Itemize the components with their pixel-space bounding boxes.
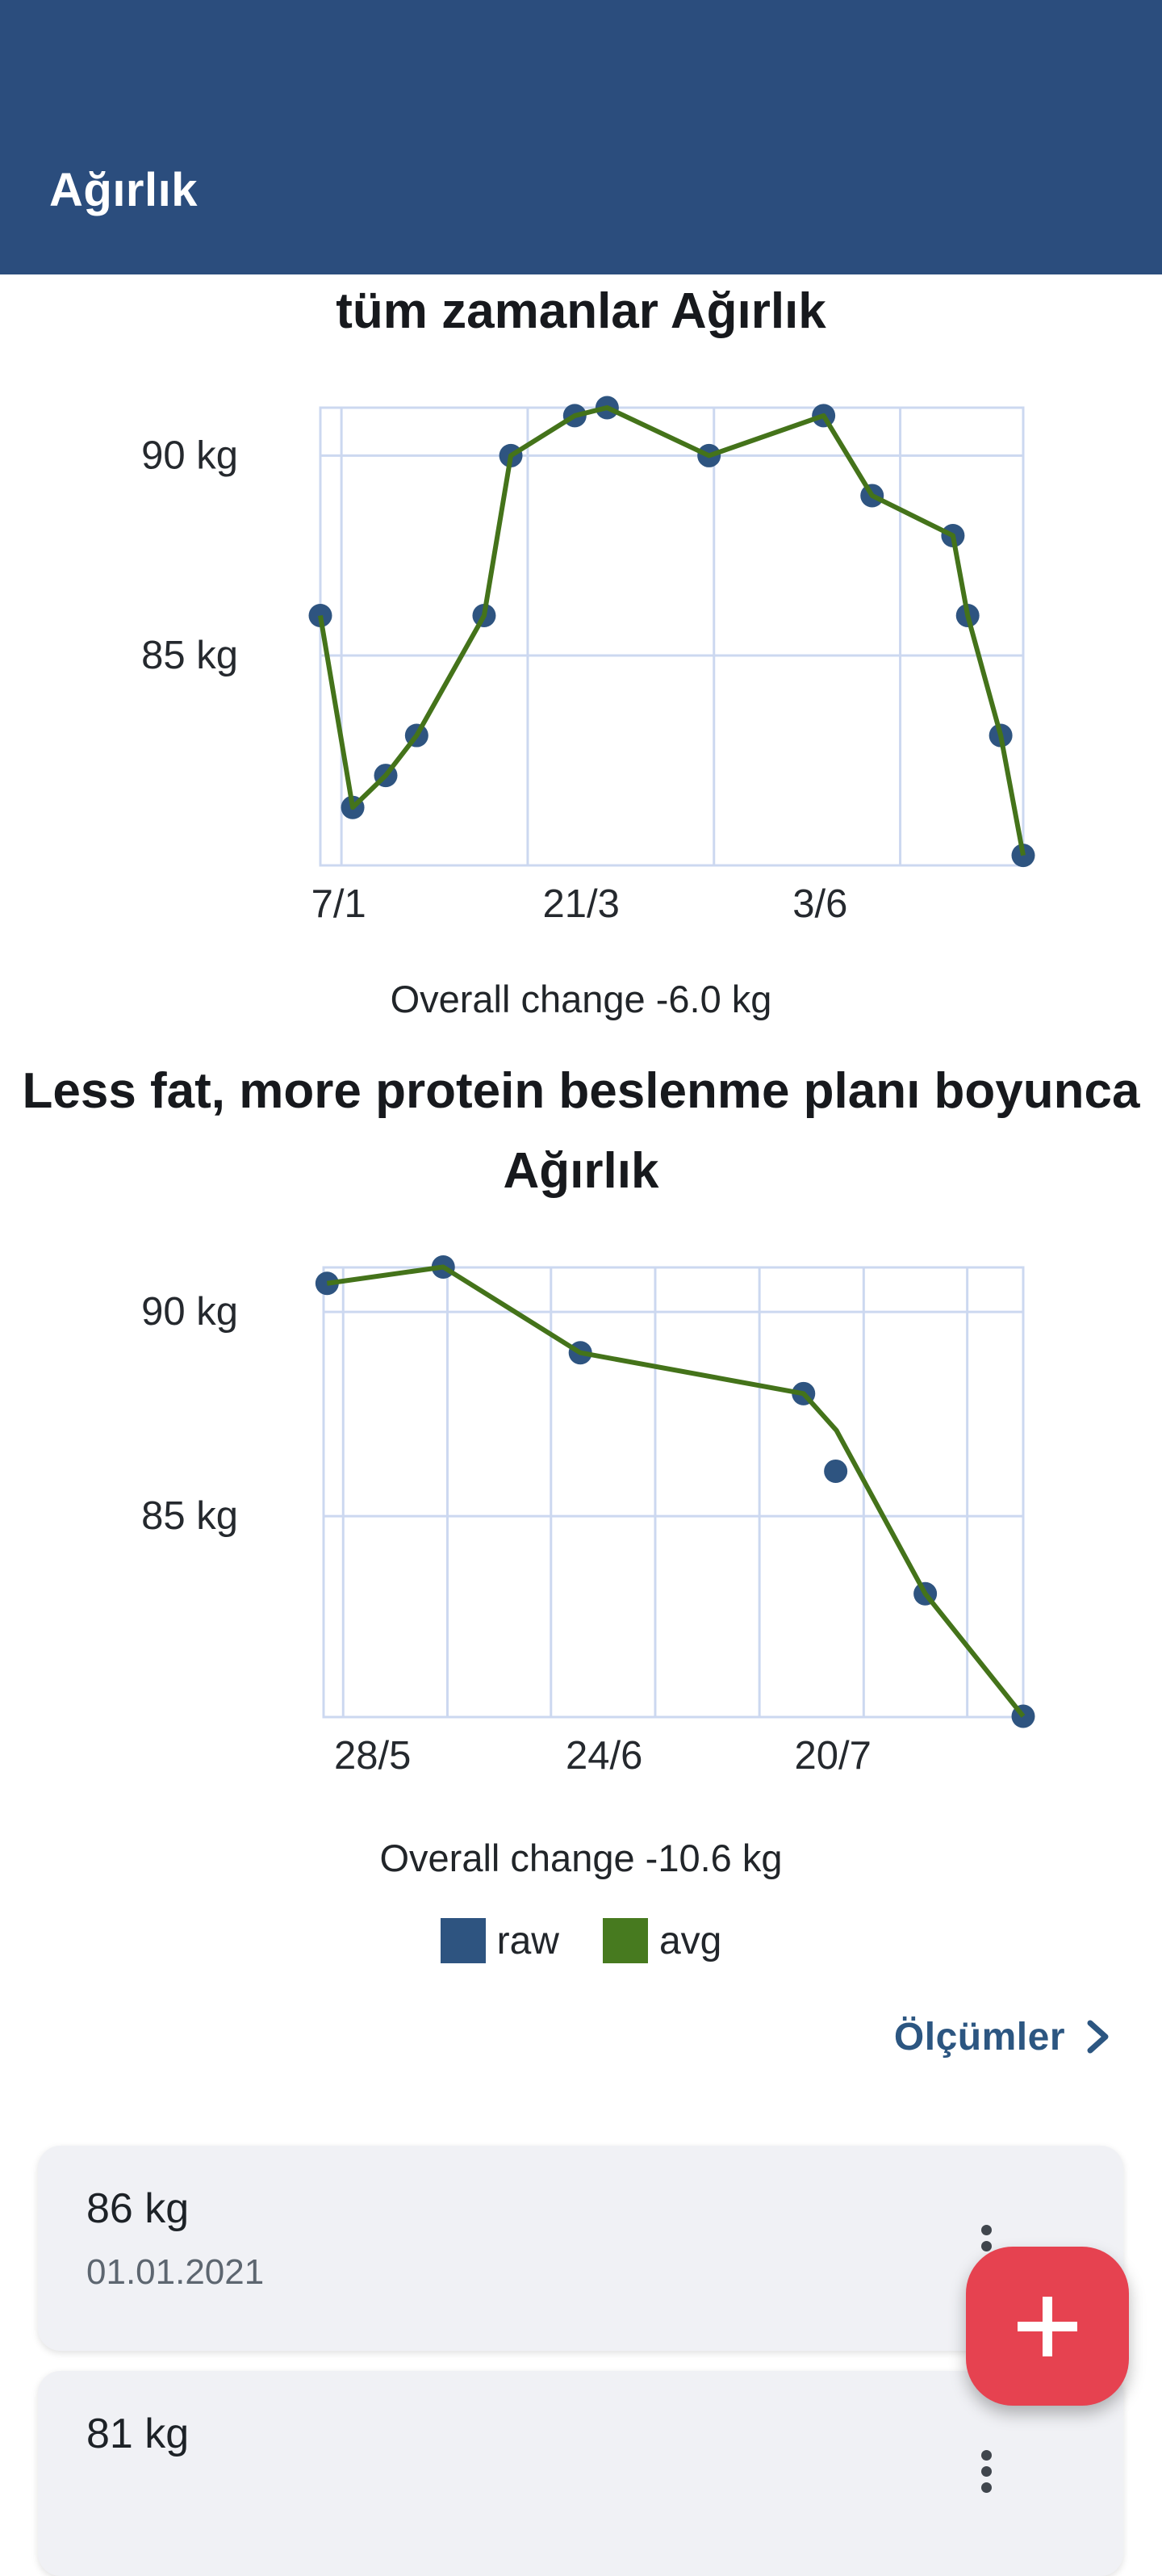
chart-legend: raw avg [0, 1916, 1162, 1965]
plot-border [319, 406, 1025, 867]
legend-item-raw: raw [440, 1918, 559, 1963]
overall-change-diet-plan: Overall change -10.6 kg [379, 1837, 783, 1879]
kebab-dot [980, 2465, 992, 2477]
legend-label-avg: avg [658, 1919, 722, 1962]
diet-plan-chart-title: Less fat, more protein beslenme planı bo… [22, 1063, 1140, 1199]
overall-change-all-time: Overall change -6.0 kg [390, 978, 772, 1020]
avg-line [318, 405, 1026, 857]
measurement-list-item[interactable]: 81 kg [38, 2371, 1123, 2576]
kebab-dot [980, 2482, 992, 2493]
legend-label-raw: raw [496, 1919, 559, 1962]
x-axis-label: 28/5 [334, 1734, 411, 1778]
x-axis-label: 21/3 [542, 882, 619, 926]
raw-swatch-icon [440, 1918, 486, 1963]
page-title: Ağırlık [49, 164, 198, 216]
x-axis-label: 20/7 [794, 1734, 871, 1778]
measurements-link-label[interactable]: Ölçümler [893, 2015, 1065, 2059]
avg-line [326, 1264, 1026, 1718]
app-header: Ağırlık [0, 0, 1162, 274]
measurements-link[interactable]: Ölçümler [894, 2010, 1112, 2063]
x-axis-label: 3/6 [792, 882, 847, 926]
kebab-dot [980, 2449, 992, 2461]
y-axis-label: 90 kg [141, 1290, 238, 1334]
measurement-list-item[interactable]: 86 kg 01.01.2021 [38, 2146, 1123, 2351]
measurement-date: 01.01.2021 [86, 2252, 265, 2292]
all-time-chart-title: tüm zamanlar Ağırlık [336, 283, 826, 339]
y-axis-label: 85 kg [141, 634, 238, 677]
measurement-value: 81 kg [86, 2411, 190, 2457]
y-axis-label: 85 kg [141, 1494, 238, 1538]
x-axis-label: 24/6 [566, 1734, 642, 1778]
kebab-dot [980, 2240, 992, 2251]
all-time-weight-chart: 90 kg 85 kg 7/1 21/3 3/6 [141, 396, 1035, 926]
diet-plan-weight-chart: 90 kg 85 kg 28/5 24/6 20/7 [141, 1254, 1035, 1778]
raw-data-point[interactable] [824, 1459, 848, 1483]
kebab-dot [980, 2224, 992, 2235]
add-measurement-fab[interactable] [966, 2247, 1129, 2406]
measurement-value: 86 kg [86, 2185, 190, 2232]
y-axis-label: 90 kg [141, 434, 238, 477]
plot-border [322, 1266, 1025, 1719]
plus-icon [1043, 2296, 1052, 2356]
chevron-right-icon [1087, 2020, 1109, 2054]
avg-swatch-icon [602, 1918, 648, 1963]
x-axis-label: 7/1 [311, 882, 366, 926]
legend-item-avg: avg [602, 1918, 722, 1963]
